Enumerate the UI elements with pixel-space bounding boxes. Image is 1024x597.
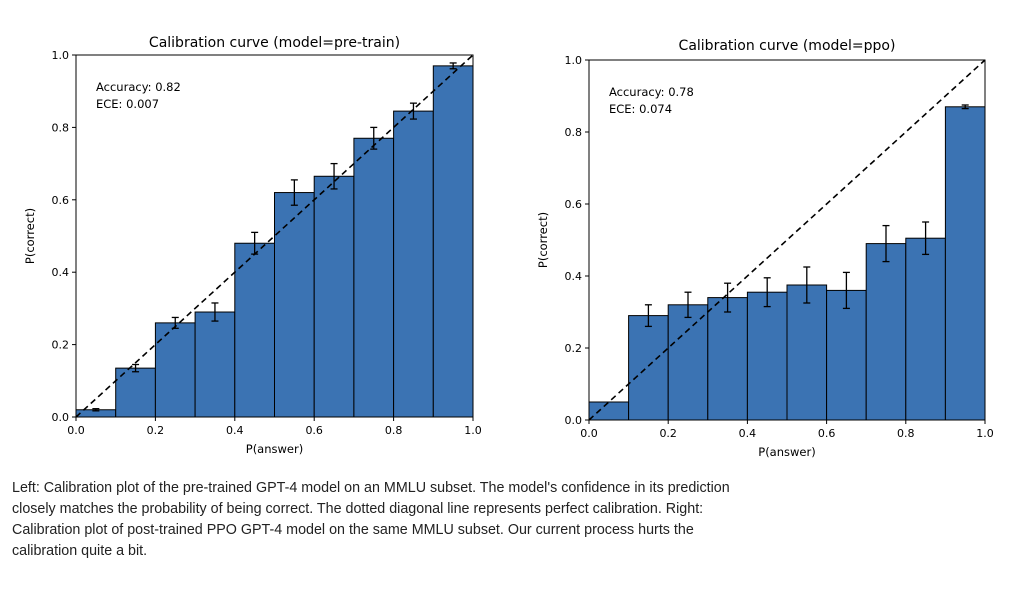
error-bar-7 <box>330 162 338 190</box>
x-tick-label: 0.6 <box>818 427 836 440</box>
y-tick-label: 1.0 <box>52 49 70 62</box>
x-tick-label: 0.6 <box>305 424 323 437</box>
x-tick-label: 0.0 <box>67 424 85 437</box>
plot-frame <box>75 54 474 418</box>
error-bar-4 <box>211 302 219 322</box>
bar-7 <box>826 289 867 421</box>
y-tick-label: 0.4 <box>565 270 583 283</box>
error-bar-6 <box>290 179 298 206</box>
error-bar-10 <box>449 62 457 70</box>
error-bar-7 <box>842 271 850 310</box>
calibration-chart-ppo: 0.00.0 0.2 0.2 0.4 0.4 0.6 0.6 0.8 0.8 1.0 1.0 Cali… <box>536 38 994 459</box>
bar-8 <box>865 243 907 421</box>
y-tick-label: 1.0 <box>565 54 583 67</box>
x-tick-label: 0.8 <box>385 424 403 437</box>
y-tick-label: 0.4 <box>52 266 70 279</box>
bar-6 <box>274 192 315 418</box>
bar-2 <box>628 315 669 421</box>
error-bar-2 <box>644 304 652 328</box>
diagonal-reference-line <box>588 59 986 421</box>
bar-5 <box>746 291 788 421</box>
x-tick-label: 1.0 <box>464 424 482 437</box>
error-bar-4 <box>724 282 732 313</box>
accuracy-annotation: Accuracy: 0.78 <box>609 85 694 99</box>
x-tick-label: 0.8 <box>897 427 915 440</box>
error-bar-9 <box>922 221 930 256</box>
error-bar-9 <box>409 102 417 120</box>
ece-annotation: ECE: 0.007 <box>96 97 159 111</box>
chart-title: Calibration curve (model=pre-train) <box>149 35 400 51</box>
x-tick-label: 0.2 <box>659 427 677 440</box>
x-tick-label: 0.2 <box>147 424 165 437</box>
y-tick-label: 0.0 <box>565 414 583 427</box>
error-bar-10 <box>961 104 969 110</box>
y-tick-label: 0.2 <box>52 339 70 352</box>
x-tick-label: 1.0 <box>976 427 994 440</box>
plot-frame <box>588 59 986 421</box>
ece-annotation: ECE: 0.074 <box>609 102 672 116</box>
bar-6 <box>786 284 828 421</box>
bar-9 <box>393 110 434 418</box>
bar-1 <box>588 401 630 421</box>
bar-4 <box>707 297 748 421</box>
y-axis-label: P(correct) <box>23 208 37 264</box>
bar-3 <box>667 304 709 421</box>
bar-9 <box>905 237 946 421</box>
bar-8 <box>353 137 395 418</box>
y-tick-label: 0.2 <box>565 342 583 355</box>
bar-10 <box>944 106 986 421</box>
bar-3 <box>154 322 196 418</box>
error-bar-1 <box>92 408 100 412</box>
x-tick-label: 0.0 <box>580 427 598 440</box>
y-tick-label: 0.6 <box>52 194 70 207</box>
figure-caption: Left: Calibration plot of the pre-traine… <box>12 480 730 559</box>
bar-7 <box>313 175 355 418</box>
error-bar-2 <box>132 363 140 373</box>
y-tick-label: 0.8 <box>565 126 583 139</box>
x-tick-label: 0.4 <box>739 427 757 440</box>
x-axis-label: P(answer) <box>246 442 303 456</box>
error-bar-5 <box>763 277 771 308</box>
x-axis-label: P(answer) <box>758 445 815 459</box>
chart-title: Calibration curve (model=ppo) <box>679 38 896 54</box>
bar-10 <box>432 65 474 418</box>
y-tick-label: 0.8 <box>52 121 70 134</box>
error-bar-3 <box>684 291 692 319</box>
error-bar-6 <box>803 266 811 304</box>
calibration-chart-pretrain: 0.00.0 0.2 0.2 0.4 0.4 0.6 0.6 0.8 0.8 1.0 1.0 Cali… <box>23 35 482 456</box>
y-tick-label: 0.0 <box>52 411 70 424</box>
y-tick-label: 0.6 <box>565 198 583 211</box>
accuracy-annotation: Accuracy: 0.82 <box>96 80 181 94</box>
y-axis-label: P(correct) <box>536 212 550 268</box>
error-bar-8 <box>882 224 890 263</box>
x-tick-label: 0.4 <box>226 424 244 437</box>
bar-5 <box>234 242 276 418</box>
bar-4 <box>194 311 236 418</box>
